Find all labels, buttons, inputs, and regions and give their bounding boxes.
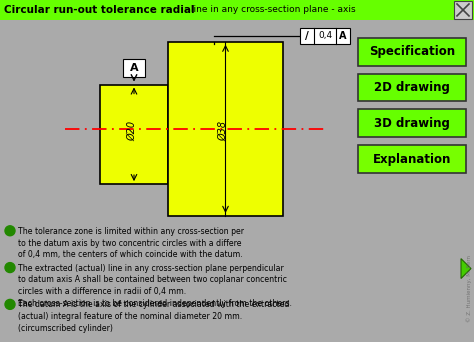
Polygon shape [461,259,471,278]
Circle shape [5,263,15,273]
FancyBboxPatch shape [123,59,145,77]
Text: A: A [130,63,138,73]
FancyBboxPatch shape [358,109,466,137]
Bar [168,42,283,216]
Text: Specification: Specification [369,45,455,58]
Text: /: / [305,31,309,41]
Text: 2D drawing: 2D drawing [374,81,450,94]
Text: Explanation: Explanation [373,153,451,166]
Text: The datum A is the axis of the cylinder associated with the extracted
(actual) i: The datum A is the axis of the cylinder … [18,300,289,333]
Text: The tolerance zone is limited within any cross-section per
to the datum axis by : The tolerance zone is limited within any… [18,227,244,259]
Bar [0,0,474,20]
Circle shape [5,226,15,236]
Text: Circular run-out tolerance radial: Circular run-out tolerance radial [4,5,195,15]
Circle shape [5,299,15,310]
Bar [454,1,472,19]
Text: 0,4: 0,4 [318,31,332,40]
Text: © Z. Humienny, M. Bern: © Z. Humienny, M. Bern [466,255,472,322]
FancyBboxPatch shape [358,145,466,173]
Text: 3D drawing: 3D drawing [374,117,450,130]
FancyBboxPatch shape [358,74,466,102]
Text: The extracted (actual) line in any cross-section plane perpendicular
to datum ax: The extracted (actual) line in any cross… [18,264,292,308]
FancyBboxPatch shape [358,38,466,66]
Text: Ø38: Ø38 [219,121,228,141]
Bar [100,84,168,184]
Text: line in any cross-section plane - axis: line in any cross-section plane - axis [188,5,356,14]
Bar [300,28,350,44]
Text: A: A [339,31,347,41]
Text: Ø20: Ø20 [127,121,137,141]
